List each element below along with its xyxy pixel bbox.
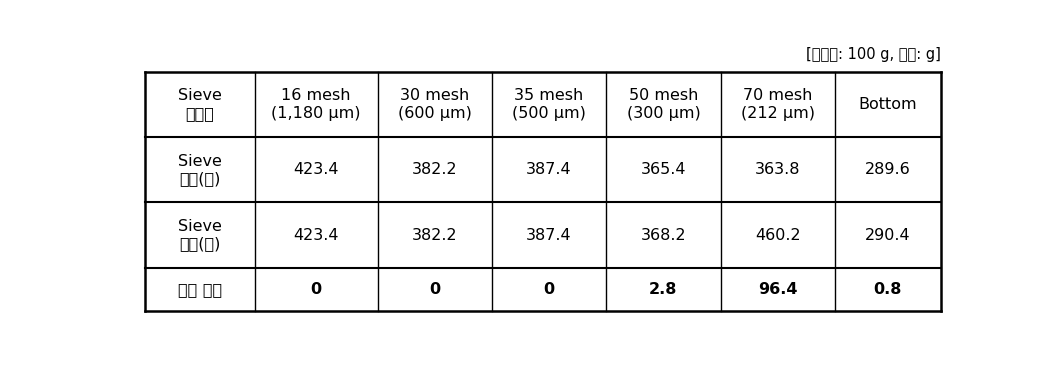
Text: 460.2: 460.2 xyxy=(755,228,801,243)
Text: 0.8: 0.8 xyxy=(874,282,902,297)
Text: 387.4: 387.4 xyxy=(526,162,572,177)
Text: Sieve
사이즈: Sieve 사이즈 xyxy=(178,88,221,121)
Text: 387.4: 387.4 xyxy=(526,228,572,243)
Text: 363.8: 363.8 xyxy=(755,162,801,177)
Text: 0: 0 xyxy=(429,282,441,297)
Text: Sieve
무게(전): Sieve 무게(전) xyxy=(178,154,221,186)
Text: 16 mesh
(1,180 μm): 16 mesh (1,180 μm) xyxy=(271,88,361,121)
Text: [샘플양: 100 g, 단위: g]: [샘플양: 100 g, 단위: g] xyxy=(806,47,940,62)
Text: 0: 0 xyxy=(310,282,322,297)
Text: Sieve
무게(후): Sieve 무게(후) xyxy=(178,219,221,251)
Text: 423.4: 423.4 xyxy=(293,228,339,243)
Text: 365.4: 365.4 xyxy=(641,162,686,177)
Text: 50 mesh
(300 μm): 50 mesh (300 μm) xyxy=(627,88,700,121)
Text: 2.8: 2.8 xyxy=(649,282,678,297)
Text: 96.4: 96.4 xyxy=(758,282,797,297)
Text: 30 mesh
(600 μm): 30 mesh (600 μm) xyxy=(398,88,471,121)
Text: 423.4: 423.4 xyxy=(293,162,339,177)
Text: 289.6: 289.6 xyxy=(865,162,911,177)
Text: 70 mesh
(212 μm): 70 mesh (212 μm) xyxy=(740,88,814,121)
Text: 0: 0 xyxy=(543,282,555,297)
Text: Bottom: Bottom xyxy=(859,97,917,112)
Text: 382.2: 382.2 xyxy=(412,162,457,177)
Text: 290.4: 290.4 xyxy=(865,228,911,243)
Text: 382.2: 382.2 xyxy=(412,228,457,243)
Text: 제품 무게: 제품 무게 xyxy=(178,282,221,297)
Text: 368.2: 368.2 xyxy=(641,228,686,243)
Text: 35 mesh
(500 μm): 35 mesh (500 μm) xyxy=(513,88,586,121)
